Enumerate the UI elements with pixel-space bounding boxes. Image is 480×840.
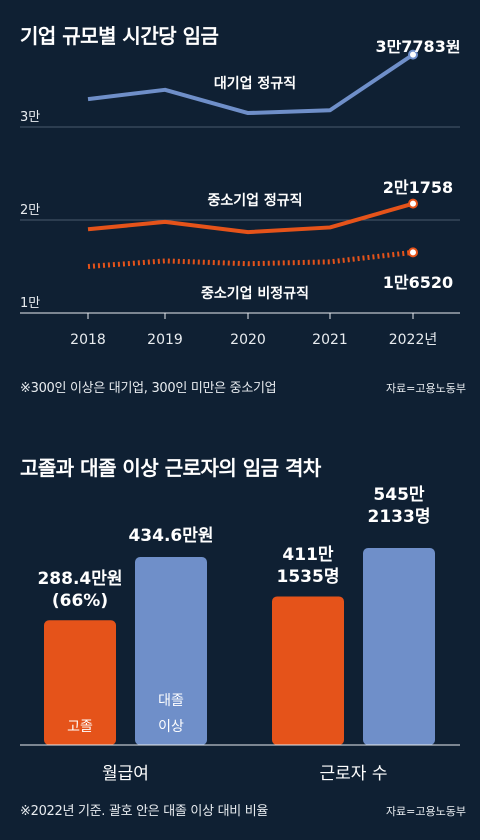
bar-value-label: (66%) (52, 591, 108, 611)
chart1-title: 기업 규모별 시간당 임금 (20, 24, 219, 48)
bar-value-label: 1535명 (277, 567, 340, 587)
bar-value-label: 434.6만원 (128, 526, 213, 546)
end-value-label: 2만1758 (383, 178, 453, 197)
end-value-label: 1만6520 (383, 273, 453, 292)
bar-value-label: 411만 (282, 545, 333, 565)
bar-series-label: 이상 (158, 719, 184, 735)
x-tick-label: 2019 (147, 332, 183, 348)
chart2-source: 자료=고용노동부 (385, 805, 466, 818)
bar (135, 557, 207, 745)
series-label: 중소기업 비정규직 (201, 285, 309, 302)
series-endpoint (408, 247, 418, 258)
category-label: 근로자 수 (320, 764, 388, 784)
chart1-source: 자료=고용노동부 (385, 382, 466, 395)
bar (272, 596, 344, 745)
bar (363, 548, 435, 745)
line-chart: 1만 2만 3만 2018 2019 2020 2021 2022년 대기업 정규직 3만7783… (20, 40, 461, 348)
x-tick-label: 2020 (230, 332, 266, 348)
y-tick-label: 1만 (20, 296, 40, 311)
series-line (87, 52, 415, 116)
series-line (87, 201, 414, 235)
bar (44, 620, 116, 745)
chart1-note: ※300인 이상은 대기업, 300인 미만은 중소기업 (20, 381, 277, 396)
series-line (87, 249, 414, 269)
end-value-label: 3만7783원 (375, 40, 460, 56)
x-tick-label: 2018 (70, 332, 106, 348)
bar-series-label: 고졸 (67, 719, 93, 735)
bar-value-label: 545만 (373, 485, 424, 505)
bar-value-label: 2133명 (368, 507, 431, 527)
bar-series-label: 대졸 (158, 693, 184, 709)
bar-value-label: 288.4만원 (37, 569, 122, 589)
chart2-title: 고졸과 대졸 이상 근로자의 임금 격차 (20, 456, 321, 480)
series-endpoint (408, 49, 418, 60)
x-tick-label: 2021 (312, 332, 348, 348)
chart2-note: ※2022년 기준. 괄호 안은 대졸 이상 대비 비율 (20, 804, 269, 819)
x-tick-label: 2022년 (389, 332, 438, 348)
series-label: 대기업 정규직 (214, 75, 296, 92)
series-endpoint (408, 198, 418, 209)
category-label: 월급여 (102, 764, 149, 784)
series-label: 중소기업 정규직 (207, 192, 302, 209)
y-tick-label: 3만 (20, 110, 40, 125)
y-tick-label: 2만 (20, 203, 40, 218)
